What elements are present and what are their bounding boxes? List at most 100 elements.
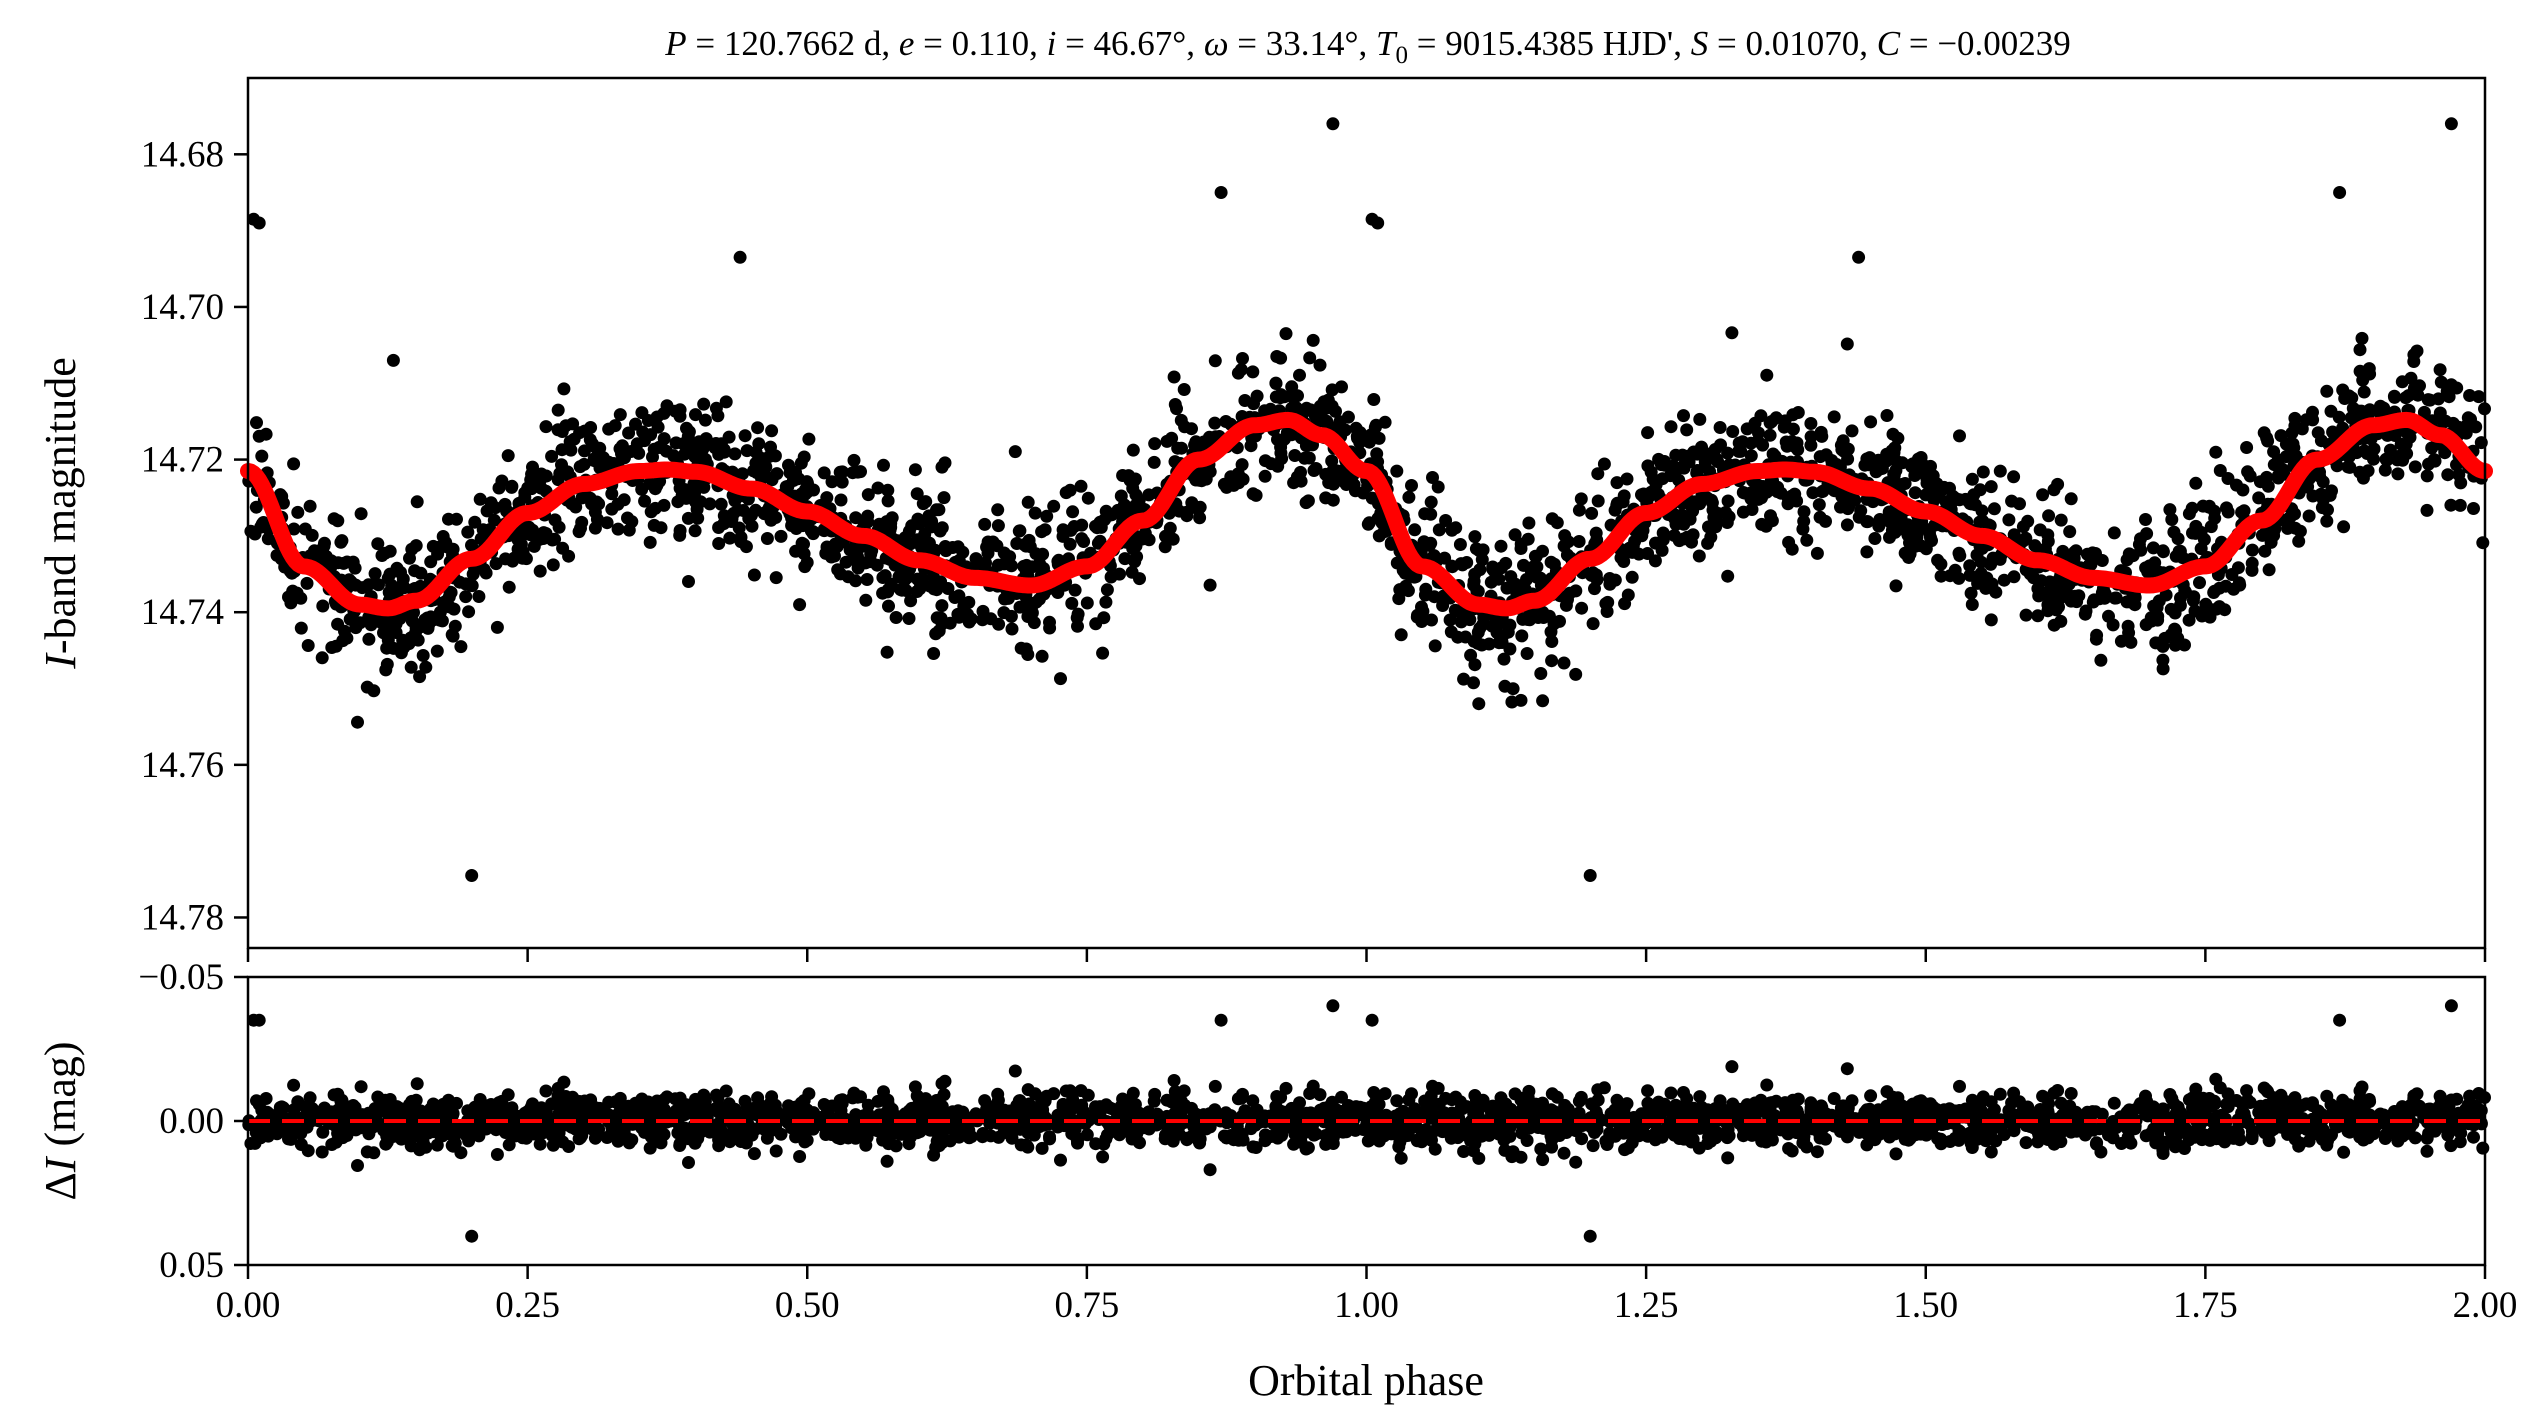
residual-point	[424, 1123, 438, 1137]
residual-point	[442, 1093, 455, 1107]
residual-point	[1600, 1138, 1614, 1151]
observation-point	[1840, 518, 1854, 532]
observation-point	[820, 491, 834, 505]
observation-point	[2120, 595, 2134, 609]
observation-point	[1028, 506, 1042, 520]
observation-point	[410, 495, 424, 509]
observation-point	[916, 497, 930, 511]
observation-point	[1402, 490, 1416, 504]
residual-point	[1116, 1092, 1130, 1106]
observation-point	[751, 421, 765, 435]
observation-point	[1293, 368, 1306, 382]
observation-point	[1963, 559, 1977, 573]
observation-point	[1113, 567, 1126, 581]
observation-point	[688, 524, 702, 538]
observation-point	[596, 451, 610, 465]
observation-point	[833, 465, 847, 479]
residual-point	[490, 1148, 504, 1161]
residual-point	[291, 1095, 305, 1109]
residual-point	[1090, 1101, 1104, 1115]
observation-point	[1080, 596, 1094, 610]
observation-point	[638, 494, 652, 508]
observation-point	[381, 633, 395, 647]
observation-point	[1984, 480, 1998, 494]
observation-point	[1648, 554, 1662, 568]
observation-point	[1439, 514, 1453, 527]
observation-point	[2109, 591, 2123, 605]
observation-point	[2140, 527, 2154, 541]
observation-point	[303, 499, 317, 513]
residual-point	[1765, 1096, 1779, 1110]
observation-point	[1964, 586, 1978, 600]
observation-point	[1534, 667, 1548, 680]
observation-point	[1075, 532, 1089, 546]
residual-point	[397, 1131, 411, 1144]
observation-point	[660, 399, 674, 413]
residual-point	[1810, 1145, 1824, 1159]
observation-point	[2189, 476, 2203, 490]
observation-point	[2156, 545, 2170, 559]
residual-point	[2005, 1096, 2019, 1110]
observation-point	[2156, 653, 2170, 667]
observation-point	[1800, 533, 1814, 547]
observation-point	[913, 582, 927, 596]
residual-point	[1560, 1124, 1574, 1138]
observation-point	[1668, 508, 1682, 522]
observation-point	[1908, 486, 1922, 500]
observation-point	[1736, 505, 1750, 519]
observation-point	[351, 715, 364, 729]
observation-point	[505, 480, 519, 494]
residual-point	[1664, 1086, 1678, 1100]
observation-point	[971, 556, 985, 570]
observation-point	[764, 440, 777, 454]
residual-point	[1234, 1091, 1248, 1105]
residual-point	[1586, 1139, 1600, 1153]
observation-point	[1765, 415, 1779, 428]
observation-point	[1290, 470, 1304, 484]
observation-point	[851, 561, 865, 575]
observation-point	[1476, 618, 1490, 632]
observation-point	[1796, 522, 1810, 536]
observation-point	[1748, 416, 1762, 430]
observation-point	[1861, 515, 1875, 529]
observation-point	[849, 511, 863, 525]
observation-point	[1390, 464, 1404, 478]
residual-points	[242, 999, 2491, 1243]
observation-point	[1522, 516, 1536, 530]
observation-point	[1603, 577, 1617, 591]
residual-point	[1984, 1145, 1998, 1159]
observation-outlier-point	[733, 250, 747, 264]
observation-point	[287, 522, 301, 536]
observation-point	[1520, 573, 1533, 586]
chart-title-part: T	[1376, 24, 1398, 63]
observation-outlier-point	[252, 216, 266, 230]
observation-point	[739, 540, 753, 554]
observation-point	[1840, 337, 1854, 351]
observation-point	[1575, 601, 1589, 615]
observation-point	[316, 599, 330, 613]
observation-point	[2288, 521, 2302, 535]
observation-point	[2367, 442, 2381, 456]
observation-point	[1971, 576, 1985, 590]
observation-point	[1126, 481, 1140, 495]
residual-point	[1536, 1096, 1549, 1110]
observation-point	[1428, 639, 1442, 653]
observation-point	[534, 467, 548, 481]
observation-point	[689, 408, 702, 422]
observation-point	[336, 634, 350, 648]
residual-point	[1035, 1141, 1049, 1155]
observation-point	[305, 528, 319, 542]
observation-point	[284, 596, 298, 610]
observation-point	[2441, 468, 2455, 482]
observation-point	[876, 571, 890, 584]
observation-point	[1235, 458, 1249, 472]
residual-point	[2261, 1085, 2275, 1099]
top-y-tick-label: 14.72	[141, 440, 224, 481]
observation-point	[1871, 453, 1885, 467]
observation-point	[2007, 470, 2021, 484]
observation-point	[1531, 611, 1545, 624]
observation-point	[1721, 569, 1735, 583]
residual-point	[935, 1077, 949, 1090]
observation-point	[2089, 632, 2103, 646]
observation-point	[1547, 617, 1561, 631]
